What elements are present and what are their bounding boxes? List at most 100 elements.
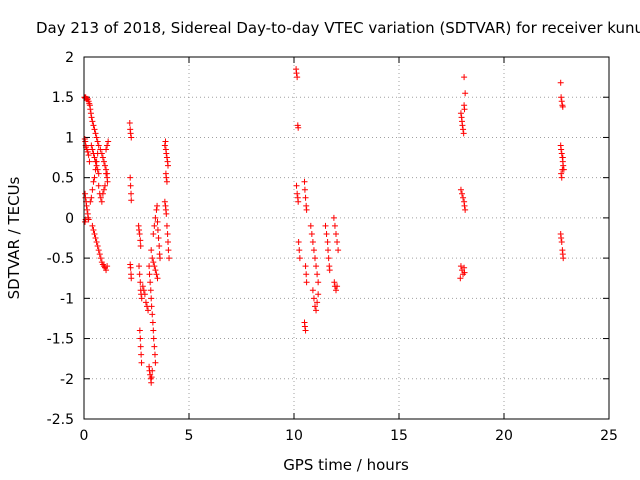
data-point — [459, 122, 466, 129]
data-point — [333, 230, 339, 237]
data-point — [309, 239, 316, 246]
data-point — [302, 263, 309, 270]
data-point — [145, 307, 152, 314]
plot-area — [83, 56, 610, 420]
data-point — [94, 243, 101, 250]
data-point — [87, 110, 94, 117]
data-point — [153, 206, 160, 213]
data-point — [150, 335, 157, 342]
data-point — [303, 279, 310, 286]
data-point — [91, 154, 98, 161]
data-point — [154, 226, 161, 233]
data-point — [334, 283, 341, 290]
data-point — [459, 190, 465, 197]
data-point — [314, 271, 321, 278]
data-point — [92, 158, 99, 165]
data-point — [148, 374, 155, 381]
data-point — [90, 150, 97, 157]
data-point — [90, 226, 97, 233]
data-point — [163, 222, 170, 229]
data-point — [99, 154, 106, 161]
data-point — [88, 194, 95, 201]
data-point — [141, 291, 148, 298]
data-point — [461, 106, 468, 113]
data-point — [331, 279, 338, 286]
data-point — [163, 150, 170, 157]
data-point — [95, 182, 102, 189]
y-tick-label: 0.5 — [52, 171, 74, 187]
x-tick-label: 10 — [285, 428, 303, 444]
data-point — [128, 275, 135, 282]
data-point — [151, 351, 158, 358]
data-point — [560, 255, 567, 262]
data-point — [313, 263, 320, 270]
data-point — [99, 190, 106, 197]
y-tick-label: -1.5 — [47, 332, 74, 348]
data-point — [324, 239, 331, 246]
data-point — [325, 255, 332, 262]
data-point — [105, 138, 112, 145]
data-point — [315, 291, 322, 298]
data-point — [156, 243, 163, 250]
data-point — [151, 222, 158, 229]
data-point — [461, 74, 468, 81]
data-point — [461, 202, 468, 209]
data-point — [152, 214, 159, 221]
data-point — [558, 170, 565, 177]
data-point — [461, 269, 468, 276]
data-point — [150, 327, 157, 334]
data-point — [296, 255, 303, 262]
data-point — [301, 178, 308, 185]
data-point — [93, 162, 100, 169]
data-point — [164, 230, 171, 237]
data-point — [559, 154, 566, 161]
data-point — [94, 138, 101, 145]
data-point — [137, 335, 144, 342]
data-point — [97, 194, 104, 201]
data-point — [163, 154, 170, 161]
data-point — [136, 263, 143, 270]
data-point — [154, 218, 161, 225]
data-point — [462, 90, 469, 97]
data-point — [162, 138, 169, 145]
data-point — [93, 239, 100, 246]
data-point — [149, 255, 156, 262]
data-point — [323, 230, 330, 237]
data-point — [136, 230, 143, 237]
data-point — [83, 202, 90, 209]
data-point — [84, 206, 91, 213]
data-point — [460, 130, 467, 137]
chart-title: Day 213 of 2018, Sidereal Day-to-day VTE… — [36, 19, 640, 37]
data-point — [88, 142, 95, 149]
data-point — [147, 287, 154, 294]
data-point — [558, 146, 565, 153]
data-point — [128, 134, 135, 141]
data-point — [558, 150, 565, 157]
data-point — [93, 134, 100, 141]
x-tick-label: 20 — [495, 428, 513, 444]
data-point — [136, 226, 143, 233]
data-point — [166, 255, 173, 262]
data-point — [558, 174, 565, 181]
data-point — [88, 114, 95, 121]
data-point — [165, 162, 171, 169]
data-point — [148, 379, 155, 386]
data-point — [157, 255, 164, 262]
grid-lines — [84, 57, 609, 419]
data-point — [95, 142, 102, 149]
data-point — [334, 239, 341, 246]
data-point — [558, 235, 565, 241]
data-point — [303, 271, 310, 278]
data-point — [90, 178, 97, 185]
data-point — [558, 98, 565, 105]
data-point — [89, 222, 96, 229]
data-point — [127, 174, 134, 181]
data-point — [152, 267, 159, 274]
data-point — [96, 251, 103, 258]
y-tick-label: 2 — [65, 50, 74, 66]
data-point — [295, 239, 302, 246]
data-point — [163, 174, 170, 181]
data-point — [558, 94, 565, 101]
data-point — [154, 275, 161, 282]
data-point — [138, 295, 145, 302]
